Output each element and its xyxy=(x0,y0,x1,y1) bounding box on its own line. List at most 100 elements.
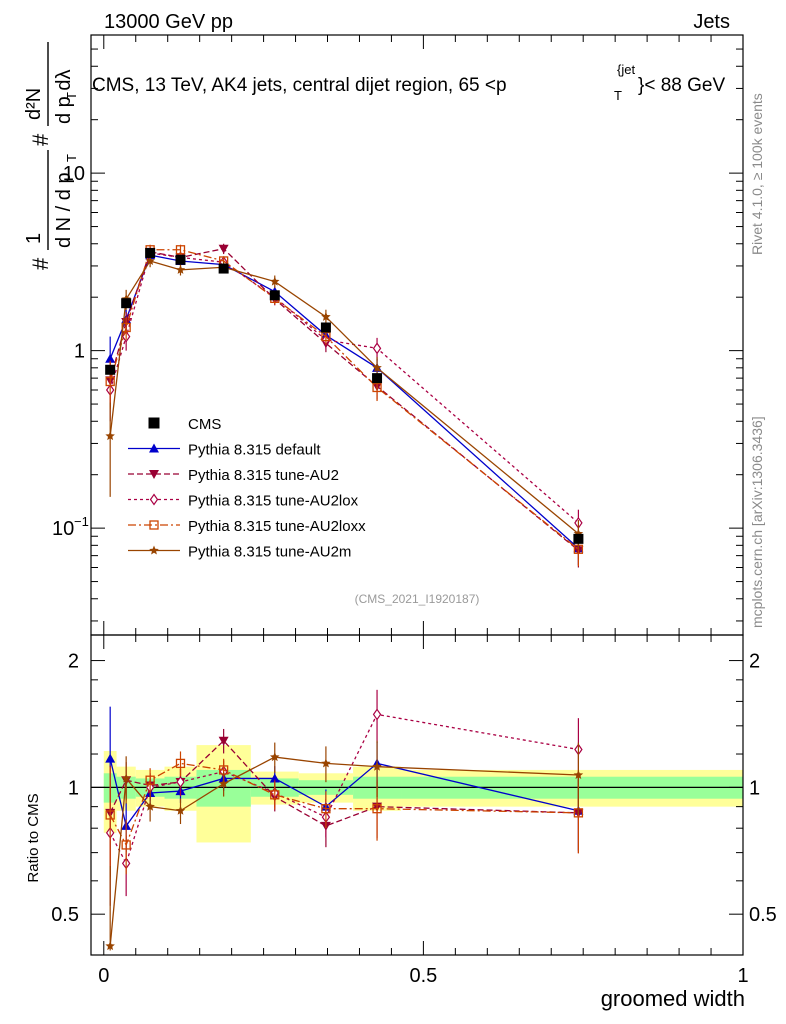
chart-title-main: CMS, 13 TeV, AK4 jets, central dijet reg… xyxy=(92,75,507,96)
series-4-point xyxy=(145,256,155,265)
series-3-point xyxy=(105,376,115,387)
legend-label: Pythia 8.315 tune-AU2 xyxy=(188,467,339,484)
series-3-point xyxy=(175,245,186,255)
series-3-ratio-point xyxy=(121,840,131,850)
series-3-ratio-point xyxy=(105,810,115,820)
series-1-point xyxy=(218,244,229,254)
series-3-ratio-point xyxy=(175,758,186,769)
legend-marker xyxy=(149,470,159,479)
y-label-sub-t: T xyxy=(64,154,79,162)
legend-label: Pythia 8.315 default xyxy=(188,442,321,459)
series-4-point xyxy=(270,276,280,286)
legend-marker xyxy=(149,493,159,506)
cms-data-point xyxy=(218,263,229,274)
chart-title-sup: {jet xyxy=(617,62,635,77)
series-3-ratio-point xyxy=(372,804,382,814)
legend-label: Pythia 8.315 tune-AU2loxx xyxy=(188,518,366,535)
y-label-dpt-dlambda: d p dλ xyxy=(53,70,75,124)
y-label-hash-2: # xyxy=(28,133,53,146)
y-main-tick-label: 10 xyxy=(63,163,85,185)
y-ratio-tick-label-right: 0.5 xyxy=(749,904,777,926)
y-main-tick-label: 1 xyxy=(74,341,85,363)
y-axis-label-main: # 1 d N / d p T # d²N d p dλ T xyxy=(23,42,79,270)
legend-item-0: CMS xyxy=(148,416,221,433)
y-label-hash-1: # xyxy=(28,257,53,270)
legend-marker xyxy=(148,417,160,429)
series-4-point xyxy=(372,362,382,372)
legend-item-1: Pythia 8.315 default xyxy=(128,442,321,459)
y-ratio-tick-label: 0.5 xyxy=(51,904,79,926)
cms-data-point xyxy=(175,254,186,265)
x-tick-label: 1 xyxy=(737,965,748,987)
cms-data-point xyxy=(573,533,584,544)
legend-label: CMS xyxy=(188,416,221,433)
series-4-point xyxy=(573,528,584,538)
series-3-ratio-point xyxy=(270,790,280,800)
series-3-ratio-point xyxy=(321,804,331,814)
series-4-ratio-point xyxy=(218,778,229,788)
series-3-ratio-point xyxy=(145,775,155,785)
analysis-tag: (CMS_2021_I1920187) xyxy=(355,592,480,606)
series-4-ratio-point xyxy=(270,752,280,762)
series-4-ratio-point xyxy=(145,801,155,811)
series-0-point xyxy=(105,353,116,363)
series-4-ratio-point xyxy=(121,773,131,783)
series-group xyxy=(105,243,584,951)
y-main-tick-exp: −1 xyxy=(74,514,89,529)
cms-data-point xyxy=(269,290,280,301)
y-axis-label-ratio: Ratio to CMS xyxy=(25,793,42,882)
series-0-ratio-point xyxy=(269,773,280,783)
legend-item-3: Pythia 8.315 tune-AU2lox xyxy=(128,493,359,510)
y-ratio-tick-label-right: 1 xyxy=(749,777,760,799)
series-3-point xyxy=(121,322,131,333)
series-2-main-line xyxy=(109,252,579,524)
y-label-dn-dpt: d N / d p xyxy=(53,172,75,248)
series-3-point xyxy=(321,331,331,342)
series-0-ratio-point xyxy=(105,753,116,763)
legend: CMS Pythia 8.315 default Pythia 8.315 tune… xyxy=(128,416,366,561)
mcplots-text: mcplots.cern.ch [arXiv:1306.3436] xyxy=(749,416,765,628)
header-right: Jets xyxy=(693,11,730,33)
y-ratio-tick-label-right: 2 xyxy=(749,651,760,673)
legend-label: Pythia 8.315 tune-AU2lox xyxy=(188,493,359,510)
series-3 xyxy=(105,244,584,880)
series-4-point xyxy=(105,431,115,441)
series-2-ratio-point xyxy=(372,708,382,721)
chart-title-end: }< 88 GeV xyxy=(638,75,725,96)
x-tick-label: 0 xyxy=(98,965,109,987)
chart-title-sub: T xyxy=(614,88,622,103)
series-4-ratio-point xyxy=(573,770,584,779)
series-4-ratio-point xyxy=(321,758,331,768)
y-ratio-tick-label: 2 xyxy=(68,651,79,673)
series-4-ratio-point xyxy=(105,941,115,951)
legend-item-4: Pythia 8.315 tune-AU2loxx xyxy=(128,518,366,535)
header-left: 13000 GeV pp xyxy=(104,11,233,33)
series-4-point xyxy=(175,264,186,274)
series-4-ratio-point xyxy=(175,805,186,815)
series-2-point xyxy=(372,342,382,355)
legend-marker xyxy=(149,545,159,555)
series-2-ratio-line xyxy=(109,713,579,866)
cms-data-point xyxy=(105,364,116,375)
series-2-ratio-point xyxy=(176,775,185,789)
y-label-d2n: d²N xyxy=(23,88,45,120)
cms-data-point xyxy=(372,373,383,384)
ratio-bands xyxy=(91,745,743,843)
series-1-ratio-point xyxy=(218,736,229,746)
series-cms-data xyxy=(105,247,584,544)
legend-item-2: Pythia 8.315 tune-AU2 xyxy=(128,467,339,484)
series-4-ratio-point xyxy=(372,761,382,771)
y-label-sub-t2: T xyxy=(64,92,79,100)
rivet-version-text: Rivet 4.1.0, ≥ 100k events xyxy=(749,93,765,255)
series-4-point xyxy=(321,311,331,321)
y-label-one: 1 xyxy=(23,233,45,244)
legend-marker xyxy=(149,443,159,453)
cms-data-point xyxy=(145,247,156,258)
x-tick-label: 0.5 xyxy=(409,965,437,987)
y-main-tick-label: 10 xyxy=(52,518,74,540)
x-axis-label: groomed width xyxy=(601,986,745,1011)
plot-frames xyxy=(90,34,744,956)
series-3-point xyxy=(372,382,382,393)
